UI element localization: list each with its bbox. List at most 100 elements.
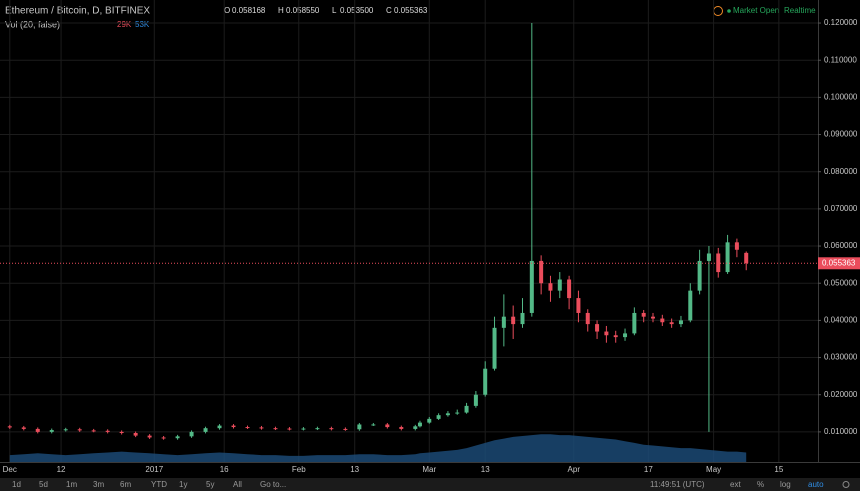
candle-body [133,433,138,436]
candle-body [329,428,334,430]
range-button[interactable]: All [233,480,242,489]
candle-body [273,428,278,430]
scale-option[interactable]: % [757,480,764,489]
candle-body [501,316,506,328]
clock: 11:49:51 (UTC) [650,480,705,489]
y-tick-label: 0.110000 [824,55,857,64]
candle-body [548,283,553,291]
candle-body [483,368,488,395]
candle-body [464,405,469,413]
range-button[interactable]: 1m [66,480,77,489]
indicator-value: 29K [117,20,132,29]
y-tick-label: 0.090000 [824,130,858,139]
candle-body [595,324,600,332]
scale-option[interactable]: ext [730,480,741,489]
range-button[interactable]: 5d [39,480,48,489]
x-tick-label: 16 [220,465,229,474]
candle-body [641,312,646,317]
ohlc-label: H [278,6,284,15]
candle-body [520,312,525,325]
candle-body [357,424,362,430]
candle-body [567,279,572,299]
candle-body [21,427,26,429]
settings-button[interactable] [842,481,850,488]
candle-body [7,426,12,428]
candle-body [632,312,637,334]
candle-body [734,242,739,250]
candle-body [77,429,82,431]
market-status: Market Open [733,6,779,15]
candle-body [651,316,656,319]
candle-body [660,318,665,323]
candle-body [217,425,222,429]
indicator-value: 53K [135,20,150,29]
x-tick-label: 15 [774,465,783,474]
candle-body [245,427,250,429]
x-tick-label: Dec [3,465,17,474]
y-tick-label: 0.100000 [824,92,858,101]
candle-body [203,428,208,432]
range-button[interactable]: 1y [179,480,187,489]
candle-body [315,428,320,430]
range-button[interactable]: 6m [120,480,131,489]
candle-body [455,412,460,414]
indicator-title[interactable]: Vol (20, false) [5,19,60,29]
scale-option[interactable]: auto [808,480,824,489]
candle-body [436,415,441,419]
candle-body [259,427,264,429]
range-button[interactable]: 1d [12,480,21,489]
candle-body [119,431,124,434]
candle-body [473,394,478,406]
candle-body [492,327,497,369]
toolbar [0,478,860,491]
status-dot [727,9,731,13]
candle-body [678,320,683,325]
feed-status: Realtime [784,6,816,15]
candle-body [427,418,432,423]
y-tick-label: 0.050000 [824,278,858,287]
symbol-title[interactable]: Ethereum / Bitcoin, D, BITFINEX [5,6,150,17]
x-tick-label: Feb [292,465,306,474]
x-tick-label: 17 [644,465,653,474]
ohlc-value: 0.058550 [286,6,320,15]
candle-body [231,425,236,428]
y-tick-label: 0.010000 [824,427,858,436]
candle-body [604,331,609,336]
y-tick-label: 0.070000 [824,204,858,213]
range-button[interactable]: YTD [151,480,167,489]
candle-body [287,428,292,430]
candle-body [301,428,306,430]
candle-body [35,428,40,432]
candle-body [343,428,348,430]
candle-body [161,437,166,439]
ohlc-value: 0.053500 [340,6,374,15]
range-button[interactable]: Go to... [260,480,286,489]
last-price-label: 0.055363 [822,258,856,267]
x-tick-label: Apr [568,465,581,474]
candle-body [688,290,693,321]
ohlc-label: C [386,6,392,15]
x-tick-label: 13 [350,465,359,474]
candle-body [697,260,702,291]
range-button[interactable]: 3m [93,480,104,489]
candle-body [623,333,628,338]
candle-body [371,424,376,426]
ohlc-value: 0.055363 [394,6,428,15]
x-tick-label: 2017 [145,465,163,474]
candle-body [613,335,618,338]
ohlc-label: L [332,6,337,15]
scale-option[interactable]: log [780,480,791,489]
volume-area [9,434,747,462]
candle-body [669,322,674,325]
candle-body [399,427,404,429]
x-tick-label: 13 [481,465,490,474]
candle-body [91,430,96,432]
candle-body [49,430,54,432]
y-tick-label: 0.040000 [824,315,858,324]
range-button[interactable]: 5y [206,480,214,489]
candle-body [744,252,749,264]
candle-body [716,253,721,273]
candle-body [576,298,581,313]
